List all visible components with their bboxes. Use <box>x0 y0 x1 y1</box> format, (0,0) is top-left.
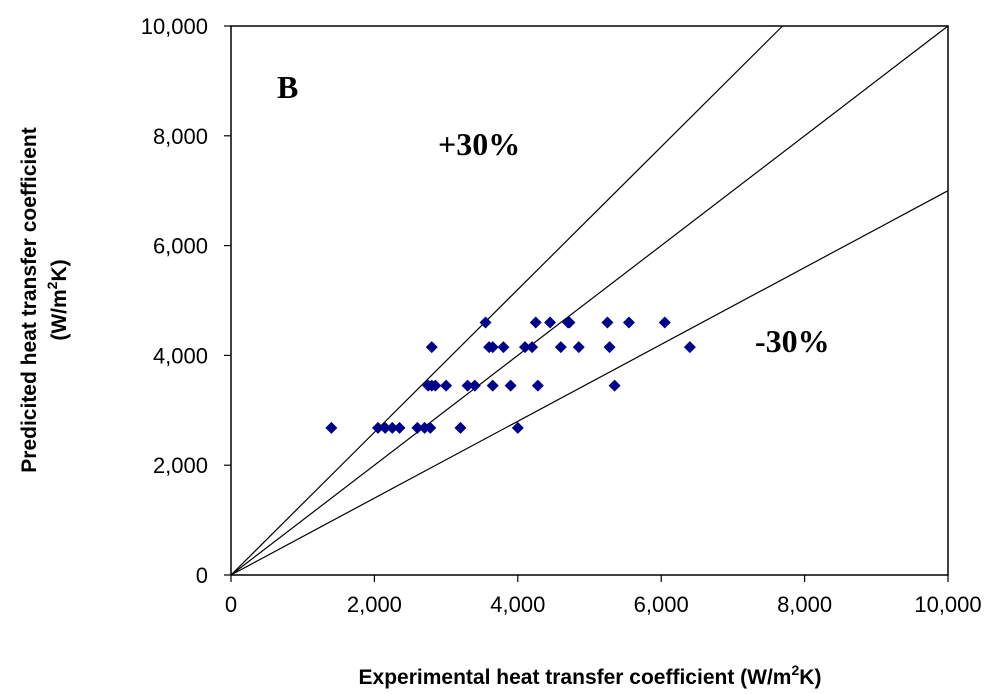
x-tick-label: 2,000 <box>347 592 402 617</box>
x-axis-ticks: 0 2,000 4,000 6,000 8,000 10,000 <box>225 575 982 617</box>
y-axis-ticks: 0 2,000 4,000 6,000 8,000 10,000 <box>141 14 231 588</box>
data-point <box>601 316 614 329</box>
data-point <box>572 341 585 354</box>
data-point <box>531 379 544 392</box>
data-point <box>563 316 576 329</box>
data-point <box>526 341 539 354</box>
y-axis-title-line2: (W/m2K) <box>44 259 71 340</box>
data-point <box>379 421 392 434</box>
x-tick-label: 8,000 <box>777 592 832 617</box>
y-tick-label: 8,000 <box>153 124 208 149</box>
data-point <box>529 316 542 329</box>
data-point <box>371 421 384 434</box>
y-axis-title: Predicited heat transfer coefficient (W/… <box>18 127 71 472</box>
y-tick-label: 4,000 <box>153 343 208 368</box>
data-point <box>468 379 481 392</box>
data-point <box>504 379 517 392</box>
data-point <box>411 421 424 434</box>
data-point <box>325 421 338 434</box>
data-point <box>386 421 399 434</box>
data-point <box>393 421 406 434</box>
data-point <box>608 379 621 392</box>
data-point <box>429 379 442 392</box>
data-points <box>325 316 696 434</box>
x-axis-title: Experimental heat transfer coefficient (… <box>359 662 822 689</box>
plot-area-frame <box>230 25 949 576</box>
reference-line-2 <box>230 190 949 576</box>
reference-line-0 <box>230 25 783 576</box>
reference-line-1 <box>230 25 949 576</box>
reference-lines <box>230 25 949 576</box>
data-point <box>544 316 557 329</box>
data-point <box>658 316 671 329</box>
data-point <box>603 341 616 354</box>
data-point <box>461 379 474 392</box>
data-point <box>486 341 499 354</box>
data-point <box>518 341 531 354</box>
x-tick-label: 6,000 <box>634 592 689 617</box>
data-point <box>511 421 524 434</box>
x-tick-label: 10,000 <box>914 592 981 617</box>
data-point <box>554 341 567 354</box>
x-tick-label: 0 <box>225 592 237 617</box>
annotation-plus-30: +30% <box>438 126 520 162</box>
panel-label: B <box>277 69 298 105</box>
y-tick-label: 10,000 <box>141 14 208 39</box>
annotation-minus-30: -30% <box>755 323 830 359</box>
data-point <box>424 421 437 434</box>
y-tick-label: 6,000 <box>153 234 208 259</box>
data-point <box>622 316 635 329</box>
y-tick-label: 2,000 <box>153 453 208 478</box>
data-point <box>683 341 696 354</box>
data-point <box>479 316 492 329</box>
data-point <box>454 421 467 434</box>
data-point <box>497 341 510 354</box>
x-tick-label: 4,000 <box>490 592 545 617</box>
y-tick-label: 0 <box>196 563 208 588</box>
data-point <box>425 341 438 354</box>
data-point <box>486 379 499 392</box>
data-point <box>440 379 453 392</box>
y-axis-title-line1: Predicited heat transfer coefficient <box>18 127 41 472</box>
